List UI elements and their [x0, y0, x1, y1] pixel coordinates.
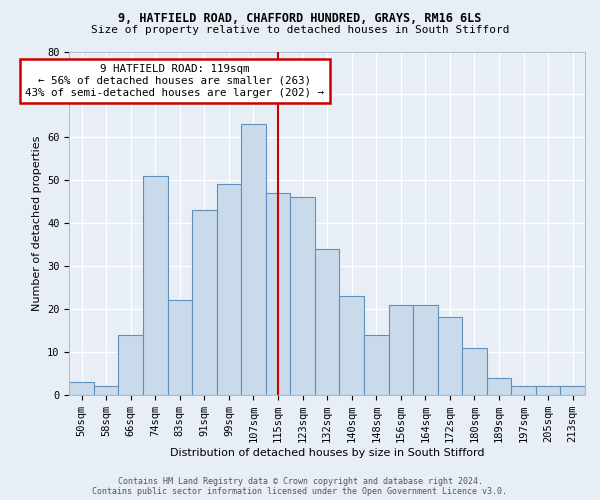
Bar [217, 184, 241, 394]
X-axis label: Distribution of detached houses by size in South Stifford: Distribution of detached houses by size … [170, 448, 484, 458]
Bar [118, 334, 143, 394]
Bar [389, 304, 413, 394]
Bar [364, 334, 389, 394]
Bar [94, 386, 118, 394]
Bar [143, 176, 167, 394]
Bar [340, 296, 364, 394]
Bar [192, 210, 217, 394]
Bar [487, 378, 511, 394]
Bar [437, 318, 462, 394]
Bar [462, 348, 487, 395]
Bar [241, 124, 266, 394]
Bar [413, 304, 437, 394]
Text: Size of property relative to detached houses in South Stifford: Size of property relative to detached ho… [91, 25, 509, 35]
Text: 9, HATFIELD ROAD, CHAFFORD HUNDRED, GRAYS, RM16 6LS: 9, HATFIELD ROAD, CHAFFORD HUNDRED, GRAY… [118, 12, 482, 26]
Bar [266, 193, 290, 394]
Bar [560, 386, 585, 394]
Bar [290, 198, 315, 394]
Bar [536, 386, 560, 394]
Text: Contains HM Land Registry data © Crown copyright and database right 2024.
Contai: Contains HM Land Registry data © Crown c… [92, 476, 508, 496]
Bar [315, 249, 340, 394]
Bar [511, 386, 536, 394]
Bar [69, 382, 94, 394]
Bar [167, 300, 192, 394]
Text: 9 HATFIELD ROAD: 119sqm
← 56% of detached houses are smaller (263)
43% of semi-d: 9 HATFIELD ROAD: 119sqm ← 56% of detache… [25, 64, 325, 98]
Y-axis label: Number of detached properties: Number of detached properties [32, 136, 41, 311]
